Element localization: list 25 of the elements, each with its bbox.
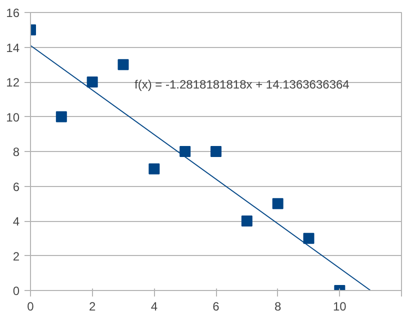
x-tick-label: 8 <box>274 300 282 314</box>
point <box>272 198 284 210</box>
point <box>241 216 252 226</box>
x-tick-label: 4 <box>150 300 158 314</box>
point <box>118 59 129 70</box>
x-tick-label: 0 <box>27 300 34 314</box>
x-tick-label: 2 <box>88 300 96 314</box>
y-tick-label: 4 <box>12 214 20 228</box>
y-tick-label: 14 <box>6 40 20 55</box>
point <box>86 76 98 88</box>
point <box>148 163 160 174</box>
y-tick-label: 2 <box>12 249 20 264</box>
point <box>56 111 67 122</box>
x-tick-label: 6 <box>212 300 220 314</box>
point <box>303 232 314 244</box>
y-tick-label: 12 <box>6 76 20 90</box>
x-tick-label: 10 <box>332 300 347 314</box>
y-tick-label: 6 <box>12 180 20 194</box>
y-tick-label: 10 <box>6 110 20 124</box>
annotation: f(x) = -1.2818181818x + 14.1363636364 <box>134 78 350 92</box>
y-tick-label: 8 <box>12 145 20 159</box>
point <box>180 146 191 157</box>
y-tick-label: 16 <box>6 6 20 20</box>
point <box>210 146 222 157</box>
y-tick-label: 0 <box>12 284 20 298</box>
